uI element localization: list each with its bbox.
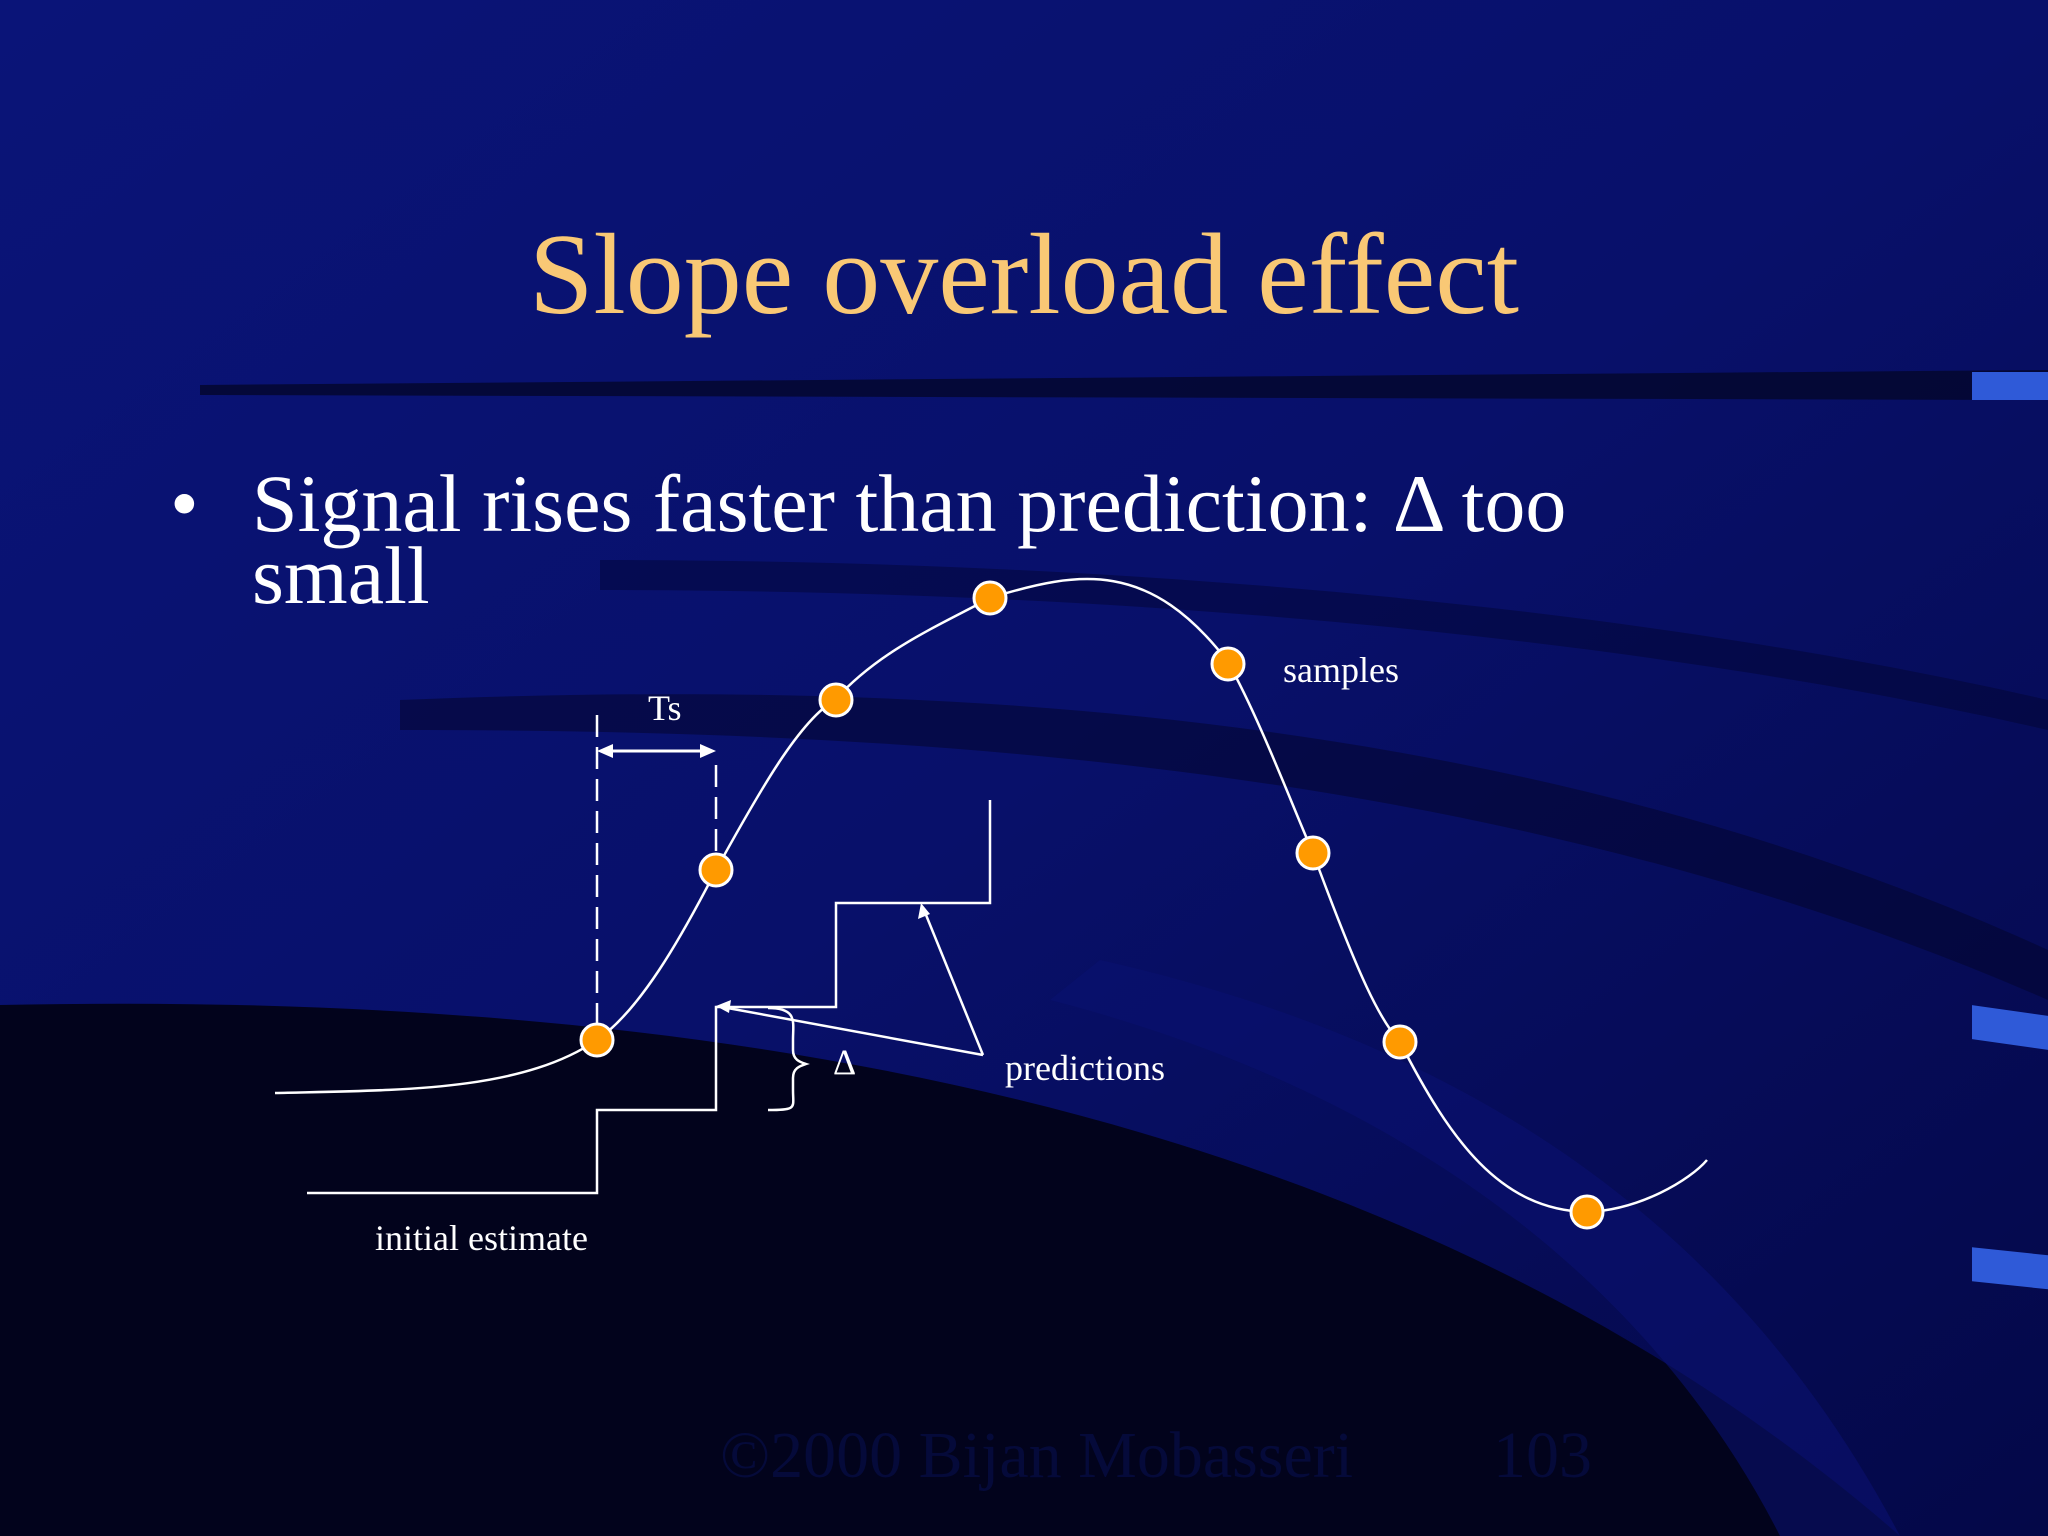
predictions-label: predictions (1005, 1048, 1165, 1088)
sample-point (1382, 1024, 1418, 1060)
samples-label: samples (1283, 650, 1399, 690)
delta-brace (767, 1006, 810, 1112)
sample-point (1569, 1194, 1605, 1230)
slide-title: Slope overload effect (529, 211, 1519, 339)
sample-point (1210, 646, 1246, 682)
bullet-dot: • (170, 458, 199, 549)
sample-point (818, 682, 854, 718)
prediction-pointer-2-head (918, 903, 930, 919)
sample-point (579, 1022, 615, 1058)
sample-point (698, 852, 734, 888)
ts-arrowhead-right (700, 744, 716, 758)
ts-arrowhead-left (597, 744, 613, 758)
prediction-pointer-1 (721, 1005, 984, 1057)
delta-label: Δ (833, 1042, 857, 1082)
bullet-text: Signal rises faster than prediction: Δ t… (252, 458, 1567, 621)
ts-label: Ts (648, 688, 682, 728)
footer-page-number: 103 (1493, 1419, 1592, 1492)
prediction-pointer-2 (922, 909, 985, 1056)
sample-point (972, 580, 1008, 616)
sample-point (1295, 835, 1331, 871)
footer-copyright: ©2000 Bijan Mobasseri (720, 1419, 1354, 1492)
signal-curve (274, 577, 1708, 1214)
prediction-pointer-1-head (716, 1000, 731, 1013)
prediction-staircase (307, 800, 992, 1195)
initial-estimate-label: initial estimate (375, 1218, 588, 1258)
